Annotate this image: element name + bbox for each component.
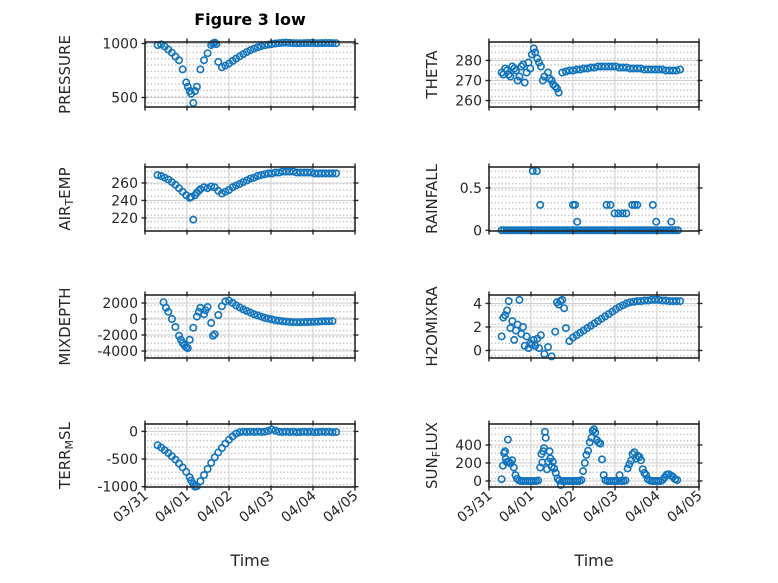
terrmsl-ytick-label: -500 (106, 452, 138, 468)
xtick-label-04-02: 04/02 (194, 488, 235, 526)
xtick-label-04-03: 04/03 (580, 488, 621, 526)
xtick-label-04-03: 04/03 (236, 488, 277, 526)
theta-ytick-label: 260 (455, 94, 482, 110)
xtick-label-03-31: 03/31 (454, 488, 495, 526)
subplot-h2omixra: 0 2 4 H2OMIXRA (423, 286, 703, 367)
theta-markers (497, 44, 685, 97)
axes-frame (144, 423, 356, 488)
axes-frame (488, 41, 700, 108)
theta-ytick-label: 280 (455, 53, 482, 69)
mixdepth-ytick-label: 2000 (102, 296, 138, 312)
xtick-label-04-04: 04/04 (622, 488, 663, 526)
mixdepth-markers (159, 296, 337, 353)
airtemp-ytick-label: 260 (111, 176, 138, 192)
xtick-label-04-01: 04/01 (152, 488, 193, 526)
rainfall-ytick-label: 0.5 (460, 181, 482, 197)
h2omixra-ytick-label: 2 (473, 320, 482, 336)
figure-title: Figure 3 low (194, 10, 306, 29)
rainfall-ylabel: RAINFALL (423, 163, 441, 234)
airtemp-ylabel: AIRTEMP (56, 167, 76, 230)
rainfall-markers (497, 166, 683, 235)
minor-grid-dots (490, 168, 698, 230)
pressure-ytick-label: 500 (111, 90, 138, 106)
subplot-sunflux: 0 200 400 SUNFLUX 03/31 04/01 04/02 04/03 04/04 0… (423, 420, 706, 526)
xlabel-time-right: Time (574, 551, 614, 570)
xtick-label-04-04: 04/04 (278, 488, 319, 526)
mixdepth-ylabel: MIXDEPTH (56, 287, 74, 365)
axes-frame (488, 423, 700, 488)
axes-frame (144, 41, 356, 108)
airtemp-ytick-label: 240 (111, 193, 138, 209)
airtemp-markers (153, 167, 341, 224)
theta-ytick-label: 270 (455, 74, 482, 90)
xtick-label-04-02: 04/02 (538, 488, 579, 526)
minor-grid-dots (146, 296, 354, 357)
terrmsl-ytick-label: 0 (129, 424, 138, 440)
pressure-ylabel: PRESSURE (56, 35, 74, 114)
h2omixra-ytick-label: 4 (473, 296, 482, 312)
xlabel-time-left: Time (230, 551, 270, 570)
xtick-label-04-01: 04/01 (496, 488, 537, 526)
sunflux-ylabel: SUNFLUX (423, 422, 443, 489)
axes-frame (144, 166, 356, 232)
terrmsl-ylabel: TERRMSL (56, 421, 76, 490)
sunflux-ytick-label: 0 (473, 474, 482, 490)
subplot-mixdepth: -4000 -2000 0 2000 MIXDEPTH (56, 287, 359, 366)
h2omixra-markers (497, 295, 685, 361)
axes-frame (488, 166, 700, 232)
subplot-terrmsl: -1000 -500 0 TERRMSL 03/31 04/01 04/02 04/03 04/… (56, 420, 362, 526)
subplot-airtemp: 220 240 260 AIRTEMP (56, 163, 359, 235)
theta-ylabel: THETA (423, 50, 441, 100)
subplot-theta: 260 270 280 THETA (423, 38, 703, 111)
rainfall-ytick-label: 0 (473, 223, 482, 239)
h2omixra-ylabel: H2OMIXRA (423, 286, 441, 367)
sunflux-markers (497, 425, 682, 489)
h2omixra-ytick-label: 0 (473, 343, 482, 359)
airtemp-ytick-label: 220 (111, 211, 138, 227)
pressure-markers (153, 38, 341, 107)
sunflux-ytick-label: 400 (455, 438, 482, 454)
terrmsl-markers (153, 425, 341, 491)
sunflux-ytick-label: 200 (455, 456, 482, 472)
mixdepth-ytick-label: -4000 (97, 344, 138, 360)
subplot-rainfall: 0 0.5 RAINFALL (423, 163, 703, 239)
pressure-ytick-label: 1000 (102, 37, 138, 53)
subplot-pressure: 500 1000 PRESSURE (56, 35, 359, 114)
xtick-label-04-05: 04/05 (320, 488, 361, 526)
xtick-label-04-05: 04/05 (664, 488, 705, 526)
axes-frame (144, 294, 356, 359)
mixdepth-ytick-label: 0 (129, 312, 138, 328)
mixdepth-ytick-label: -2000 (97, 328, 138, 344)
terrmsl-ytick-label: -1000 (97, 480, 138, 496)
